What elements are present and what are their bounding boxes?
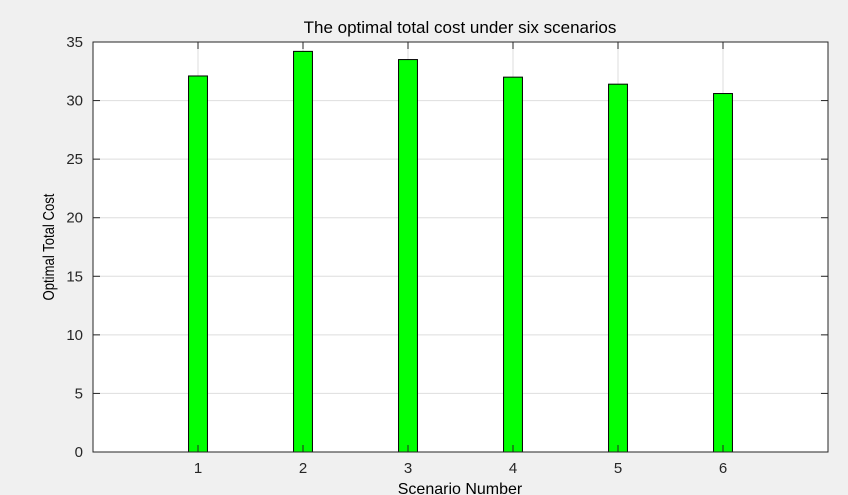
bar-scenario-6 [713, 93, 733, 453]
x-axis-ticks: 1 2 3 4 5 6 [194, 42, 727, 477]
y-tick-label: 0 [75, 444, 83, 461]
x-tick-label: 4 [509, 460, 517, 477]
x-tick-label: 6 [719, 460, 727, 477]
plot-area [93, 42, 828, 452]
y-tick-label: 5 [75, 385, 83, 402]
bars [188, 50, 733, 453]
x-tick-label: 5 [614, 460, 622, 477]
x-tick-label: 1 [194, 460, 202, 477]
x-axis-label: Scenario Number [398, 481, 523, 495]
y-axis-ticks: 0 5 10 15 20 25 30 35 [66, 34, 828, 461]
y-axis-label: Optimal Total Cost [41, 194, 58, 301]
bar-scenario-3 [398, 59, 418, 453]
y-tick-label: 25 [66, 151, 83, 168]
chart-title: The optimal total cost under six scenari… [304, 18, 617, 37]
plot-frame [92, 41, 829, 453]
x-tick-label: 2 [299, 460, 307, 477]
x-tick-label: 3 [404, 460, 412, 477]
y-tick-label: 30 [66, 93, 83, 110]
y-tick-label: 35 [66, 34, 83, 51]
bar-scenario-1 [188, 75, 208, 453]
bar-scenario-4 [503, 76, 523, 453]
bar-scenario-2 [293, 50, 313, 453]
y-tick-label: 15 [66, 268, 83, 285]
y-tick-label: 20 [66, 210, 83, 227]
y-tick-label: 10 [66, 327, 83, 344]
bar-scenario-5 [608, 83, 628, 453]
